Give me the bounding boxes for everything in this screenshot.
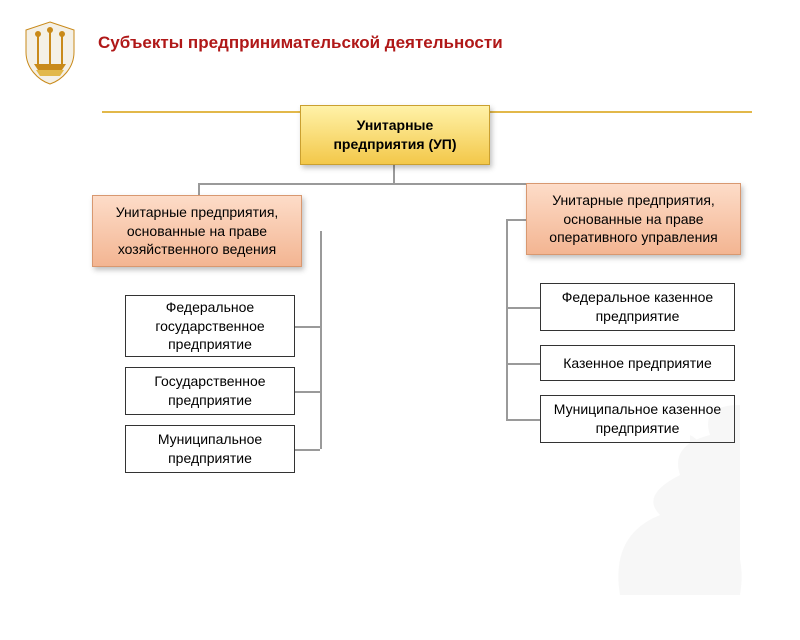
- node-right-cat: Унитарные предприятия, основанные на пра…: [526, 183, 741, 255]
- connector: [295, 391, 320, 393]
- connector: [506, 219, 526, 221]
- node-r1: Федеральное казенное предприятие: [540, 283, 735, 331]
- page-title: Субъекты предпринимательской деятельност…: [98, 18, 503, 53]
- node-l3: Муниципальное предприятие: [125, 425, 295, 473]
- connector: [506, 307, 540, 309]
- connector: [295, 326, 320, 328]
- node-r3: Муниципальное казенное предприятие: [540, 395, 735, 443]
- connector: [506, 219, 508, 419]
- connector: [320, 231, 322, 449]
- node-left-cat: Унитарные предприятия, основанные на пра…: [92, 195, 302, 267]
- crest-icon: [20, 18, 80, 93]
- node-l1: Федеральное государственное предприятие: [125, 295, 295, 357]
- connector: [506, 419, 540, 421]
- org-diagram: Унитарные предприятия (УП) Унитарные пред…: [0, 105, 800, 585]
- connector: [295, 449, 320, 451]
- node-root: Унитарные предприятия (УП): [300, 105, 490, 165]
- connector: [506, 363, 540, 365]
- connector: [393, 165, 395, 183]
- connector: [198, 183, 200, 195]
- node-r2: Казенное предприятие: [540, 345, 735, 381]
- node-l2: Государственное предприятие: [125, 367, 295, 415]
- header: Субъекты предпринимательской деятельност…: [0, 0, 800, 93]
